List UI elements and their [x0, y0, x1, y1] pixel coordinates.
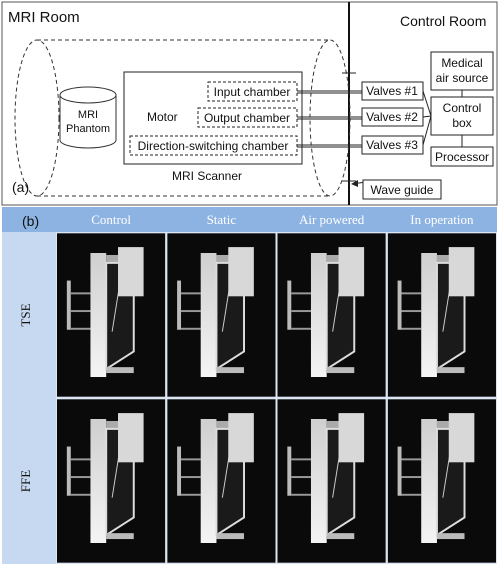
scanner-label: MRI Scanner [172, 169, 242, 183]
figure: MRI Room Control Room MRI Scanner (a) MR… [0, 0, 499, 564]
mri-image [278, 399, 386, 562]
processor-label: Processor [435, 150, 489, 164]
mri-image [388, 233, 496, 396]
mri-image [278, 233, 386, 396]
air-source-label: air source [436, 71, 489, 85]
valve-label: Valves #1 [366, 84, 418, 98]
motor-label: Motor [147, 110, 178, 124]
column-header: Air powered [299, 212, 365, 227]
air-source-label: Medical [441, 56, 482, 70]
mri-image [388, 399, 496, 562]
column-header: Control [91, 212, 131, 227]
chamber-label: Input chamber [214, 85, 291, 99]
chamber-label: Output chamber [204, 111, 290, 125]
valve-label: Valves #2 [366, 110, 418, 124]
panel-label: (a) [12, 179, 29, 195]
mri-image [167, 233, 275, 396]
control-box-label: box [452, 116, 471, 130]
valve-label: Valves #3 [366, 138, 418, 152]
column-header: Static [207, 212, 237, 227]
wave-guide-label: Wave guide [371, 183, 434, 197]
column-header: In operation [410, 212, 474, 227]
control-box-label: Control [443, 101, 482, 115]
mri-room-title: MRI Room [8, 9, 80, 26]
phantom-label: Phantom [66, 123, 110, 135]
panel-label: (b) [22, 213, 39, 229]
mri-image [57, 399, 165, 562]
phantom-label: MRI [78, 109, 98, 121]
mri-image [57, 233, 165, 396]
row-header: FFE [18, 470, 33, 492]
row-header: TSE [18, 303, 33, 326]
chamber-label: Direction-switching chamber [138, 139, 289, 153]
control-room-title: Control Room [400, 13, 486, 29]
mri-image [167, 399, 275, 562]
row-header-band [2, 232, 56, 564]
